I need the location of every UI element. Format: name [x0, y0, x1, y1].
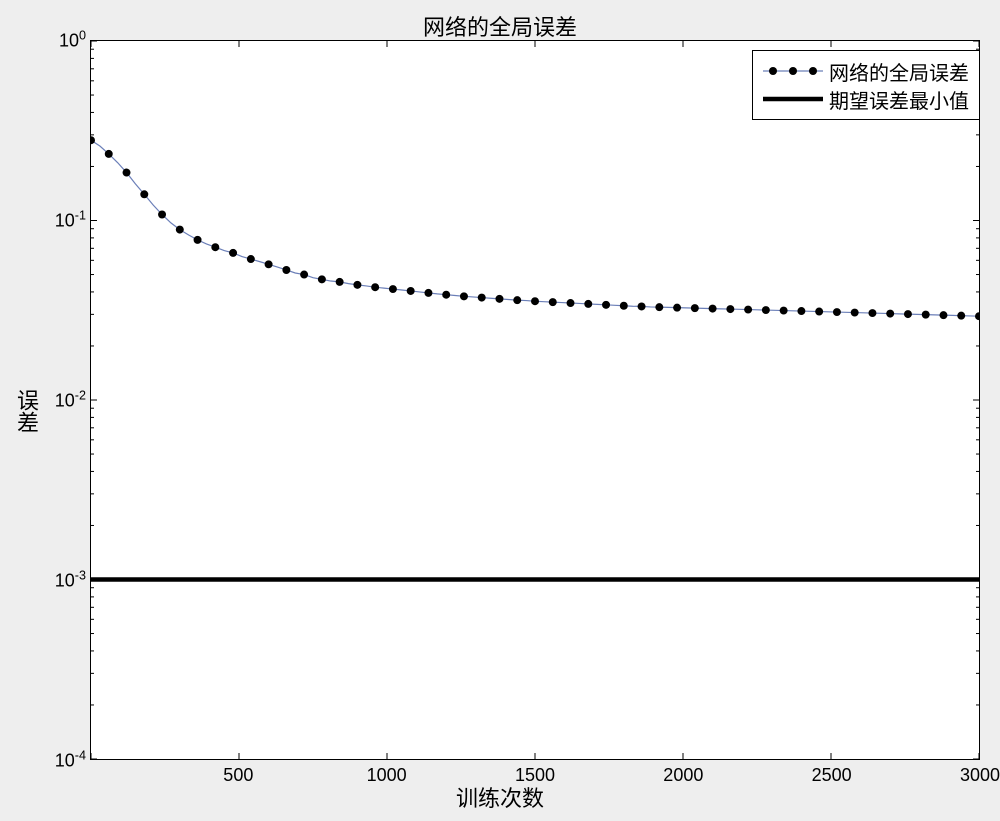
y-tick-label: 10-4: [55, 749, 86, 772]
y-tick-label: 10-3: [55, 569, 86, 592]
plot-area: [90, 40, 980, 760]
x-tick-label: 1000: [367, 765, 407, 786]
legend-swatch: [763, 89, 823, 109]
legend-label: 期望误差最小值: [829, 85, 969, 114]
y-tick-label: 10-1: [55, 209, 86, 232]
y-tick-label: 10-2: [55, 389, 86, 412]
legend-item: 期望误差最小值: [763, 85, 969, 113]
x-tick-label: 3000: [960, 765, 1000, 786]
legend-label: 网络的全局误差: [829, 57, 969, 86]
x-tick-label: 2500: [812, 765, 852, 786]
y-tick-label: 100: [59, 29, 86, 52]
x-tick-label: 1500: [515, 765, 555, 786]
chart-title: 网络的全局误差: [0, 10, 1000, 42]
x-tick-label: 500: [223, 765, 253, 786]
legend-swatch: [763, 61, 823, 81]
legend: 网络的全局误差期望误差最小值: [752, 50, 980, 120]
y-axis-label: 误差: [10, 389, 42, 433]
legend-item: 网络的全局误差: [763, 57, 969, 85]
chart-svg: [91, 41, 979, 759]
x-tick-label: 2000: [663, 765, 703, 786]
